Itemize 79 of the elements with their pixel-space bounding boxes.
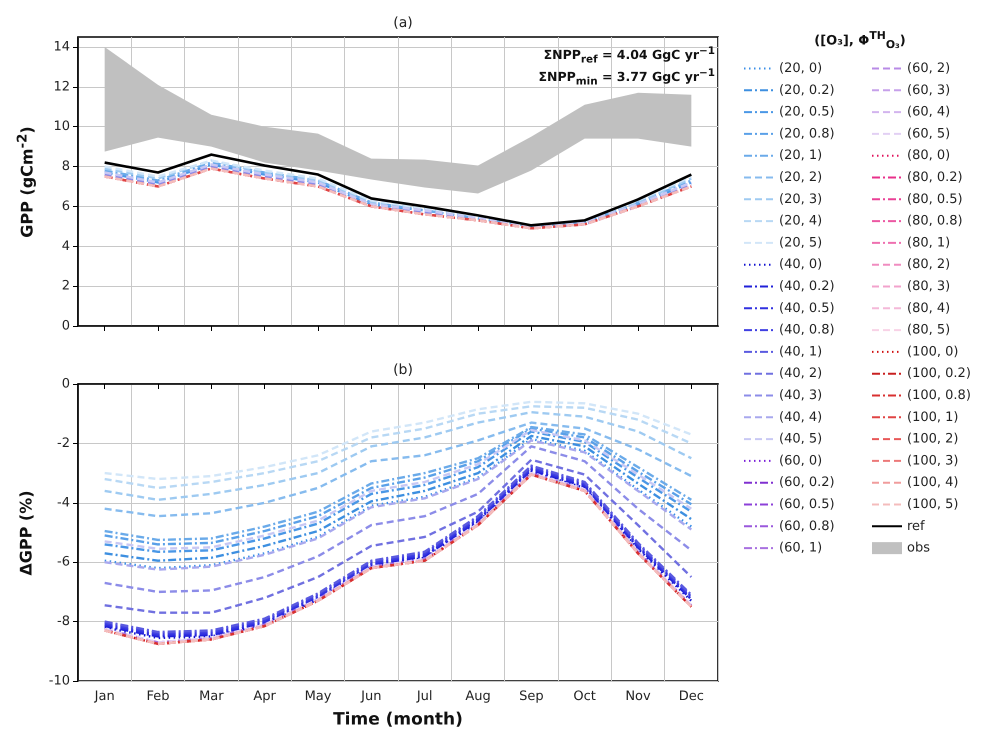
x-tick-label: Dec <box>678 689 704 704</box>
legend-label: (80, 0.8) <box>907 214 963 229</box>
legend-label: (60, 3) <box>907 82 950 98</box>
legend-label: (80, 5) <box>907 322 950 338</box>
legend-label: ref <box>907 518 926 534</box>
y-tick-label: -2 <box>57 436 70 451</box>
legend-label: (100, 0.8) <box>907 388 971 403</box>
y-tick-label: -4 <box>57 495 70 510</box>
legend-label: (80, 0.5) <box>907 192 963 207</box>
y-tick-label: 10 <box>53 119 70 134</box>
legend-label: (100, 4) <box>907 475 958 490</box>
legend-label: (60, 0.5) <box>779 497 835 512</box>
legend-label: (80, 0.2) <box>907 170 963 185</box>
legend-label: (60, 2) <box>907 61 950 76</box>
legend-label: (100, 0.2) <box>907 366 971 382</box>
legend-label: (100, 2) <box>907 432 958 447</box>
legend-label: (60, 5) <box>907 126 950 142</box>
legend-label: (20, 0.5) <box>779 104 835 120</box>
x-tick-label: Sep <box>519 689 544 704</box>
chart-title: (b) <box>393 362 413 378</box>
x-tick-label: Jul <box>416 689 433 704</box>
legend-label: (80, 1) <box>907 235 950 250</box>
x-tick-label: Jan <box>94 689 115 704</box>
y-tick-label: -8 <box>57 614 70 630</box>
legend-label: (40, 0.5) <box>779 300 835 316</box>
x-tick-label: Nov <box>625 689 651 704</box>
legend-label: (40, 4) <box>779 410 822 425</box>
legend-label: obs <box>907 540 930 556</box>
chart-title: (a) <box>393 15 413 31</box>
y-tick-label: 14 <box>53 39 70 54</box>
legend-label: (60, 0.2) <box>779 475 835 490</box>
legend-label: (20, 5) <box>779 235 822 250</box>
legend-label: (80, 3) <box>907 279 950 294</box>
legend-label: (20, 4) <box>779 214 822 229</box>
x-tick-label: May <box>304 689 332 704</box>
y-tick-label: 8 <box>62 159 70 174</box>
legend-label: (40, 5) <box>779 432 822 447</box>
y-tick-label: -10 <box>48 674 70 688</box>
legend-label: (60, 4) <box>907 104 950 120</box>
x-tick-label: Jun <box>360 689 382 704</box>
y-tick-label: 12 <box>53 79 70 94</box>
legend-label: (80, 0) <box>907 148 950 164</box>
legend-label: (20, 3) <box>779 192 822 207</box>
x-tick-label: Aug <box>465 689 491 704</box>
legend-label: (20, 0.2) <box>779 82 835 98</box>
x-axis-title: Time (month) <box>333 710 463 730</box>
annotation: ΣNPP$_{ref}$ = 4.04 GgC yr$^{−1}$ <box>544 45 715 66</box>
y-tick-label: 0 <box>62 318 70 334</box>
legend-label: (100, 3) <box>907 453 958 468</box>
legend-label: (20, 2) <box>779 170 822 185</box>
legend-label: (20, 0) <box>779 61 822 76</box>
legend-label: (80, 2) <box>907 257 950 272</box>
legend-label: (40, 0) <box>779 257 822 272</box>
legend-label: (80, 4) <box>907 300 950 316</box>
annotation: ΣNPP$_{min}$ = 3.77 GgC yr$^{−1}$ <box>538 67 715 88</box>
legend-label: (20, 0.8) <box>779 126 835 142</box>
legend-label: (60, 0.8) <box>779 518 835 534</box>
y-tick-label: 0 <box>62 376 70 392</box>
y-tick-label: 4 <box>62 238 70 254</box>
legend-label: (40, 0.8) <box>779 322 835 338</box>
legend-title: ([O₃], Φ$^{TH}$$_{O₃}$) <box>814 29 906 51</box>
y-tick-label: -6 <box>57 554 70 570</box>
legend-label: (40, 1) <box>779 344 822 360</box>
y-tick-label: 6 <box>62 198 70 214</box>
legend-label: (40, 0.2) <box>779 279 835 294</box>
legend-label: (40, 2) <box>779 366 822 382</box>
x-tick-label: Apr <box>253 689 277 704</box>
y-axis-title: ΔGPP (%) <box>16 490 36 576</box>
legend-label: (20, 1) <box>779 148 822 164</box>
legend-label: (60, 1) <box>779 540 822 556</box>
x-tick-label: Mar <box>199 689 224 704</box>
legend-label: (60, 0) <box>779 453 822 468</box>
legend-label: (100, 5) <box>907 497 958 512</box>
x-tick-label: Oct <box>573 689 596 704</box>
legend-label: (100, 0) <box>907 344 958 360</box>
legend-label: (100, 1) <box>907 410 958 425</box>
y-tick-label: 2 <box>62 278 70 294</box>
legend-label: (40, 3) <box>779 388 822 403</box>
x-tick-label: Feb <box>146 689 170 704</box>
